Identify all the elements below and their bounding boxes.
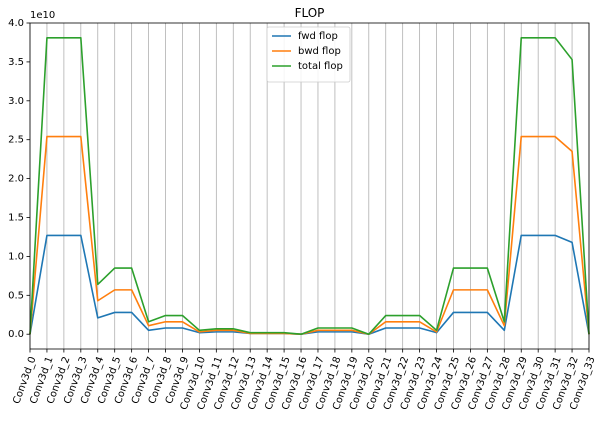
y-tick-label: 3.0: [8, 96, 24, 107]
series-line-bwd-flop: [29, 135, 590, 336]
legend-label: bwd flop: [298, 46, 341, 57]
plot-frame: [29, 22, 590, 350]
y-tick-label: 0.0: [8, 329, 24, 340]
series-line-total-flop: [29, 36, 590, 336]
legend-label: fwd flop: [298, 31, 338, 42]
series-layer: [29, 36, 590, 336]
y-tick-label: 3.5: [8, 57, 24, 68]
chart-title: FLOP: [295, 6, 325, 20]
y-axis-offset-text: 1e10: [30, 10, 55, 21]
y-tick-label: 1.5: [8, 213, 24, 224]
y-tick-label: 4.0: [8, 18, 24, 29]
legend: fwd flop bwd flop total flop: [266, 26, 351, 83]
y-tick-label: 2.0: [8, 174, 24, 185]
grid-layer: [29, 23, 590, 349]
y-axis: 0.0 0.5 1.0 1.5 2.0 2.5 3.0 3.5 4.0: [8, 18, 30, 340]
legend-box: [266, 26, 351, 83]
y-tick-label: 2.5: [8, 135, 24, 146]
y-tick-label: 0.5: [8, 290, 24, 301]
legend-label: total flop: [298, 61, 343, 72]
y-tick-label: 1.0: [8, 251, 24, 262]
